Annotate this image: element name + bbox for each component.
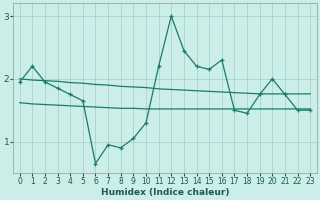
- X-axis label: Humidex (Indice chaleur): Humidex (Indice chaleur): [101, 188, 229, 197]
